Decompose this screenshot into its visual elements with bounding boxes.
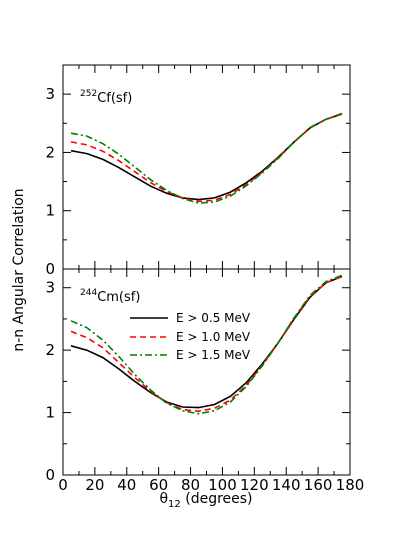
x-tick-label: 80 xyxy=(181,476,200,494)
top-panel-series-line-2 xyxy=(70,112,343,204)
bottom-panel-y-tick-label: 2 xyxy=(45,341,55,359)
x-tick-label: 120 xyxy=(240,476,269,494)
x-tick-label: 140 xyxy=(272,476,301,494)
bottom-panel-series-line-2 xyxy=(70,274,343,415)
top-panel-y-tick-label: 1 xyxy=(45,202,55,220)
top-panel: 252Cf(sf) xyxy=(62,64,351,270)
legend-label-1: E > 1.0 MeV xyxy=(176,330,251,344)
x-axis-label-unit: (degrees) xyxy=(181,491,253,507)
top-panel-plot: 0 1 2 3 xyxy=(45,65,351,278)
bottom-panel-y-tick-label: 1 xyxy=(45,404,55,422)
top-panel-nucleus-name: Cf(sf) xyxy=(97,91,132,106)
x-tick-label: 60 xyxy=(149,476,168,494)
legend-label-2: E > 1.5 MeV xyxy=(176,348,251,362)
bottom-panel-nucleus-label: 244Cm(sf) xyxy=(80,288,140,305)
x-tick-label: 20 xyxy=(85,476,104,494)
x-axis-label: θ12 (degrees) xyxy=(159,491,252,510)
bottom-panel-plot: 0 1 2 3 xyxy=(45,269,351,484)
top-panel-y-tick-label: 3 xyxy=(45,85,55,103)
bottom-panel-y-tick-label: 0 xyxy=(45,466,55,484)
top-panel-y-tick-label: 2 xyxy=(45,143,55,161)
top-panel-y-tick-label: 0 xyxy=(45,260,55,278)
x-tick-label: 100 xyxy=(208,476,237,494)
bottom-panel-nucleus-name: Cm(sf) xyxy=(97,290,140,305)
legend: E > 0.5 MeV E > 1.0 MeV E > 1.5 MeV xyxy=(130,311,251,362)
bottom-panel-series-line-1 xyxy=(70,275,343,413)
top-panel-series-line-1 xyxy=(70,113,343,203)
bottom-panel-nucleus-mass: 244 xyxy=(80,288,97,298)
x-tick-label: 180 xyxy=(336,476,365,494)
bottom-panel-y-tick-label: 3 xyxy=(45,279,55,297)
x-axis-label-subscript: 12 xyxy=(168,499,181,510)
legend-label-0: E > 0.5 MeV xyxy=(176,311,251,325)
x-tick-label: 0 xyxy=(58,476,68,494)
y-axis-label: n-n Angular Correlation xyxy=(11,188,27,351)
x-axis-label-theta: θ xyxy=(159,491,168,507)
top-panel-nucleus-label: 252Cf(sf) xyxy=(80,89,132,106)
x-tick-label: 160 xyxy=(304,476,333,494)
top-panel-nucleus-mass: 252 xyxy=(80,89,97,99)
x-tick-label: 40 xyxy=(117,476,136,494)
